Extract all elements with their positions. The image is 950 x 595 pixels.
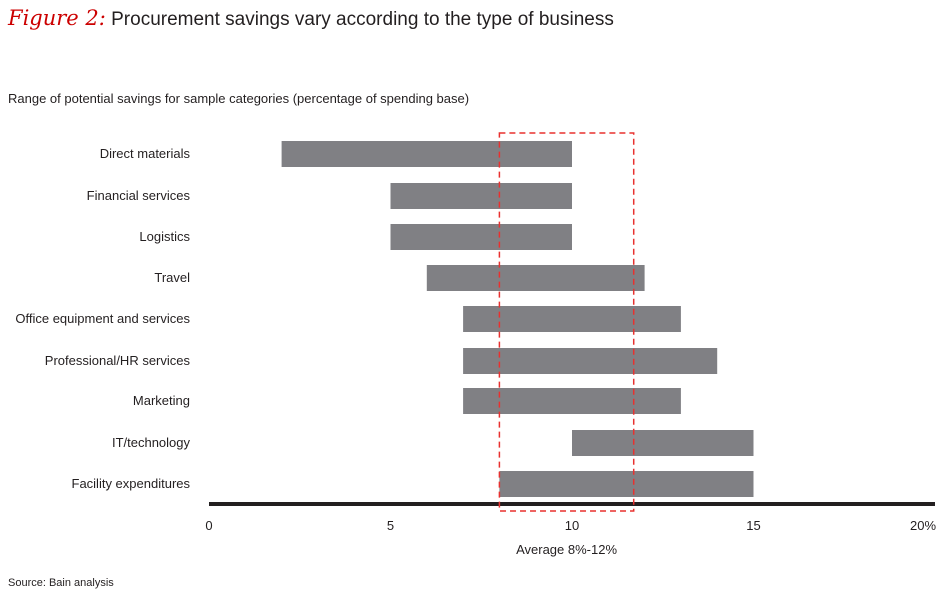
bar-facility-expenditures: [499, 471, 754, 497]
bar-travel: [426, 265, 645, 291]
category-label: Travel: [154, 270, 190, 285]
category-label: Logistics: [139, 229, 190, 244]
x-tick-labels: 0 5 10 15 20%: [205, 518, 936, 533]
category-label: Facility expenditures: [72, 476, 191, 491]
x-tick-label: 10: [565, 518, 579, 533]
x-tick-label: 20%: [910, 518, 936, 533]
bar-marketing: [463, 388, 681, 414]
chart-title: Figure 2: Procurement savings vary accor…: [8, 6, 614, 31]
bar-logistics: [390, 224, 572, 250]
bar-office-equipment-and-services: [463, 306, 681, 332]
x-tick-label: 5: [387, 518, 394, 533]
bar-direct-materials: [281, 141, 572, 167]
x-tick-label: 0: [205, 518, 212, 533]
bars-group: [281, 141, 754, 497]
category-label: Office equipment and services: [15, 311, 190, 326]
category-label: Direct materials: [100, 146, 191, 161]
source-note: Source: Bain analysis: [8, 577, 114, 589]
figure-label: Figure 2:: [8, 6, 106, 30]
category-label: Marketing: [133, 393, 190, 408]
category-label: Professional/HR services: [45, 353, 191, 368]
chart-subtitle: Range of potential savings for sample ca…: [8, 91, 470, 106]
average-range-label: Average 8%-12%: [516, 542, 617, 557]
x-tick-label: 15: [746, 518, 760, 533]
title-text: Procurement savings vary according to th…: [111, 9, 614, 30]
bar-financial-services: [390, 183, 572, 209]
average-range-box: [498, 132, 635, 512]
bar-professional-hr-services: [463, 348, 718, 374]
category-label: Financial services: [87, 188, 191, 203]
category-label: IT/technology: [112, 435, 191, 450]
category-labels: Direct materials Financial services Logist…: [15, 146, 190, 491]
bar-it-technology: [572, 430, 754, 456]
